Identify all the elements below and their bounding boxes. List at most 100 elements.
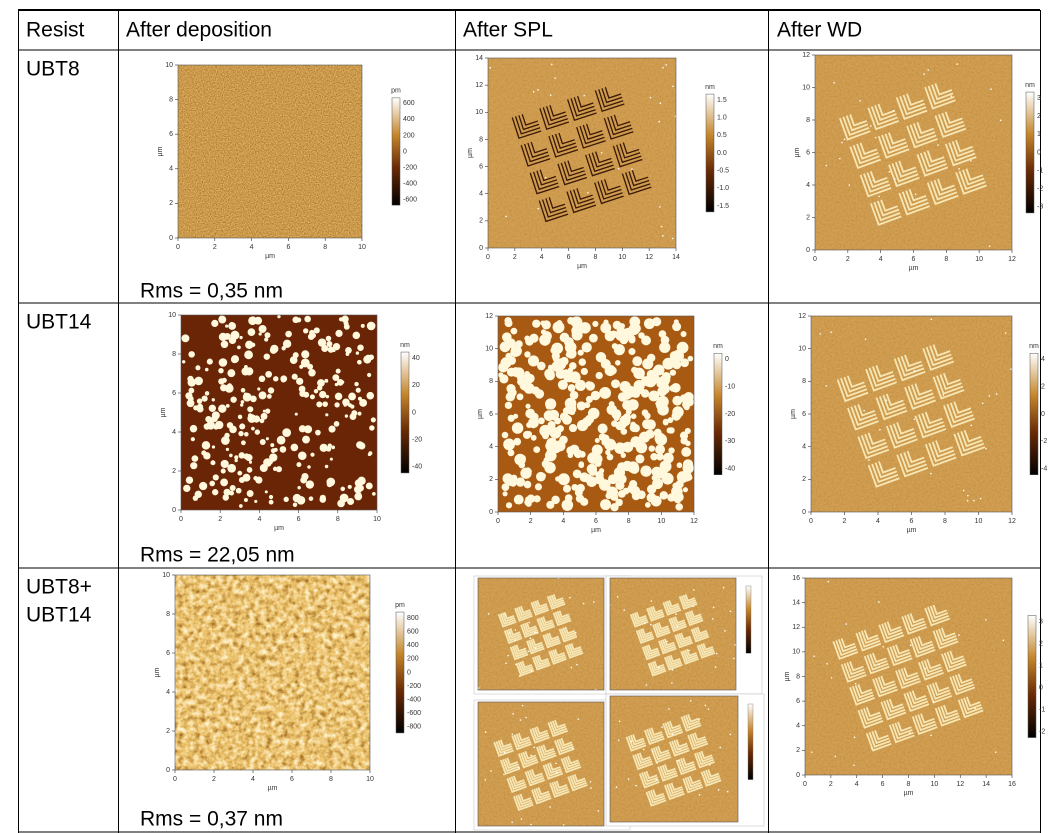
speck bbox=[535, 647, 537, 649]
x-tick-label: 6 bbox=[567, 254, 571, 261]
grain bbox=[227, 383, 232, 388]
grain bbox=[356, 388, 361, 393]
grain bbox=[533, 446, 540, 453]
grain bbox=[596, 372, 603, 379]
grain bbox=[525, 496, 530, 501]
grain bbox=[357, 360, 362, 365]
speck bbox=[828, 581, 830, 583]
grain bbox=[304, 425, 312, 433]
grain bbox=[626, 409, 632, 415]
x-tick-label: 2 bbox=[513, 254, 517, 261]
grain bbox=[290, 356, 298, 364]
colorbar-label: -1 bbox=[1037, 167, 1043, 174]
speck bbox=[554, 77, 556, 79]
colorbar-label: -20 bbox=[412, 437, 422, 444]
x-tick-label: 0 bbox=[486, 254, 490, 261]
colorbar bbox=[748, 704, 753, 780]
speck bbox=[530, 754, 532, 756]
speck bbox=[646, 684, 648, 686]
grain bbox=[241, 400, 245, 404]
grain bbox=[266, 437, 269, 440]
grain bbox=[303, 328, 308, 333]
grain bbox=[670, 369, 676, 375]
speck bbox=[537, 89, 539, 91]
grain bbox=[661, 336, 670, 345]
speck bbox=[715, 666, 717, 668]
y-tick-label: 8 bbox=[479, 136, 483, 143]
speck bbox=[865, 338, 867, 340]
speck bbox=[846, 623, 848, 625]
speck bbox=[662, 235, 664, 237]
speck bbox=[675, 613, 677, 615]
x-tick-label: 4 bbox=[540, 254, 544, 261]
grain bbox=[243, 474, 251, 482]
grain bbox=[303, 392, 309, 398]
speck bbox=[924, 668, 926, 670]
grain bbox=[613, 321, 622, 330]
grain bbox=[644, 413, 651, 420]
grain bbox=[254, 500, 257, 503]
speck bbox=[688, 650, 690, 652]
speck bbox=[980, 498, 982, 500]
grain bbox=[683, 487, 688, 492]
grain bbox=[334, 402, 339, 407]
speck bbox=[853, 764, 855, 766]
speck bbox=[718, 789, 720, 791]
grain bbox=[230, 485, 236, 491]
speck bbox=[679, 748, 681, 750]
speck bbox=[668, 708, 670, 710]
speck bbox=[503, 774, 505, 776]
grain bbox=[674, 319, 679, 324]
grain bbox=[558, 473, 570, 485]
grain bbox=[628, 348, 635, 355]
speck bbox=[893, 110, 895, 112]
grain bbox=[245, 341, 253, 349]
x-tick-label: 0 bbox=[173, 776, 177, 783]
grain bbox=[512, 425, 517, 430]
speck bbox=[692, 606, 694, 608]
colorbar-label: 0.5 bbox=[717, 132, 727, 139]
afm-figure: 024681012024681012µmµmnm0-10-20-30-40 bbox=[477, 313, 735, 534]
grain bbox=[244, 393, 247, 396]
grain bbox=[211, 320, 218, 327]
x-tick-label: 10 bbox=[358, 244, 366, 251]
grain bbox=[615, 360, 621, 366]
speck bbox=[873, 179, 875, 181]
speck bbox=[723, 587, 725, 589]
speck bbox=[729, 734, 731, 736]
grain bbox=[502, 432, 509, 439]
grain bbox=[571, 325, 582, 336]
grain bbox=[548, 365, 554, 371]
colorbar-label: 20 bbox=[412, 382, 420, 389]
colorbar-label: -2 bbox=[1039, 728, 1045, 735]
grain bbox=[253, 415, 260, 422]
grain bbox=[652, 317, 661, 326]
grain bbox=[260, 418, 265, 423]
grain bbox=[502, 332, 512, 342]
x-tick-label: 10 bbox=[373, 516, 381, 523]
colorbar-label: -200 bbox=[407, 683, 421, 690]
grain bbox=[611, 379, 620, 388]
colorbar-label: 400 bbox=[407, 642, 419, 649]
x-tick-label: 0 bbox=[176, 244, 180, 251]
speck bbox=[635, 785, 637, 787]
speck bbox=[530, 637, 532, 639]
afm-image bbox=[610, 696, 738, 822]
x-tick-label: 14 bbox=[982, 781, 990, 788]
grain bbox=[366, 483, 373, 490]
grain bbox=[244, 498, 248, 502]
speck bbox=[676, 626, 678, 628]
grain bbox=[506, 502, 512, 508]
x-tick-label: 12 bbox=[956, 781, 964, 788]
colorbar bbox=[1028, 615, 1036, 737]
grain bbox=[302, 436, 310, 444]
grain bbox=[244, 453, 250, 459]
grain bbox=[308, 333, 315, 340]
y-tick-label: 4 bbox=[489, 444, 493, 451]
grain bbox=[517, 393, 524, 400]
grain bbox=[331, 446, 335, 450]
grain bbox=[297, 486, 300, 489]
grain bbox=[318, 338, 326, 346]
grain bbox=[618, 490, 626, 498]
grain bbox=[259, 375, 266, 382]
